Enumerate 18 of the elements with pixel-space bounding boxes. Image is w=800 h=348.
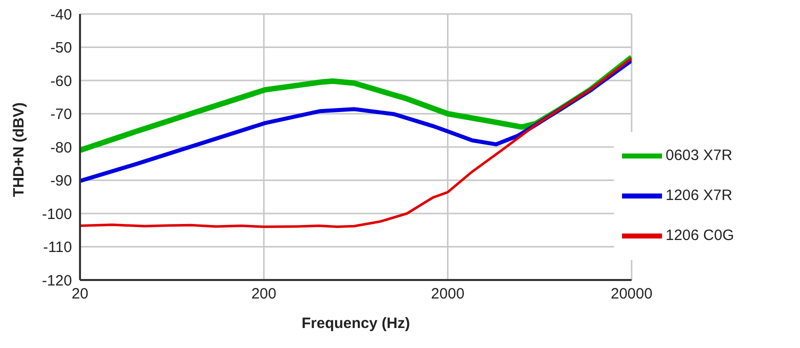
y-tick-label: -90 — [50, 172, 72, 190]
x-tick-label: 200 — [251, 286, 276, 303]
x-tick-label: 2000 — [431, 286, 464, 303]
y-tick-label: -120 — [42, 272, 72, 290]
legend-label: 1206 C0G — [666, 226, 734, 244]
y-tick-label: -100 — [42, 206, 72, 223]
y-tick-label: -80 — [50, 139, 72, 156]
y-axis-title: THD+N (dBV) — [10, 102, 28, 197]
y-tick-label: -110 — [43, 239, 72, 256]
x-tick-label: 20 — [72, 286, 88, 303]
y-tick-label: -60 — [50, 72, 72, 90]
legend-label: 1206 X7R — [666, 186, 732, 204]
legend-label: 0603 X7R — [666, 146, 732, 164]
x-axis-title: Frequency (Hz) — [302, 315, 410, 332]
y-tick-label: -50 — [50, 40, 72, 57]
x-tick-label: 20000 — [610, 286, 652, 303]
y-tick-label: -40 — [50, 6, 72, 24]
y-tick-label: -70 — [50, 106, 72, 124]
